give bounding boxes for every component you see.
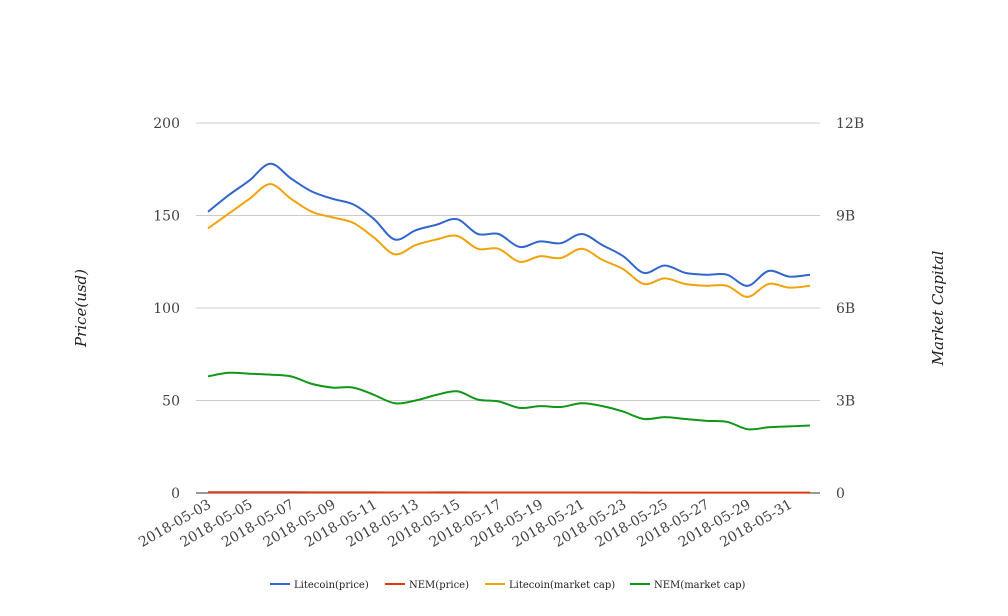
left-axis-ticks: 0 50 100 150 200	[153, 116, 180, 502]
y-axis-title: Price(usd)	[72, 269, 90, 348]
y-tick-label: 0	[171, 486, 180, 502]
y-tick-label: 100	[153, 301, 180, 317]
y2-tick-label: 6B	[836, 301, 855, 317]
y2-tick-label: 9B	[836, 209, 855, 225]
legend: Litecoin(price) NEM(price) Litecoin(market…	[270, 580, 746, 591]
legend-label-nem-price: NEM(price)	[409, 580, 469, 591]
right-axis-ticks: 0 3B 6B 9B 12B	[836, 116, 864, 502]
x-axis-ticks: 2018-05-032018-05-052018-05-072018-05-09…	[136, 497, 795, 551]
y2-tick-label: 3B	[836, 394, 855, 410]
y-tick-label: 150	[153, 209, 180, 225]
y2-tick-label: 12B	[836, 116, 864, 132]
series-lines	[207, 162, 811, 494]
legend-label-litecoin-market-cap: Litecoin(market cap)	[509, 580, 615, 591]
series-line-nem-market-cap	[207, 371, 811, 431]
legend-label-litecoin-price: Litecoin(price)	[294, 580, 369, 591]
legend-label-nem-market-cap: NEM(market cap)	[654, 580, 746, 591]
series-line-litecoin-price	[207, 162, 811, 287]
y2-axis-title: Market Capital	[929, 250, 947, 366]
y2-tick-label: 0	[836, 486, 845, 502]
series-line-litecoin-market-cap	[207, 183, 811, 298]
y-tick-label: 50	[162, 394, 180, 410]
y-tick-label: 200	[153, 116, 180, 132]
